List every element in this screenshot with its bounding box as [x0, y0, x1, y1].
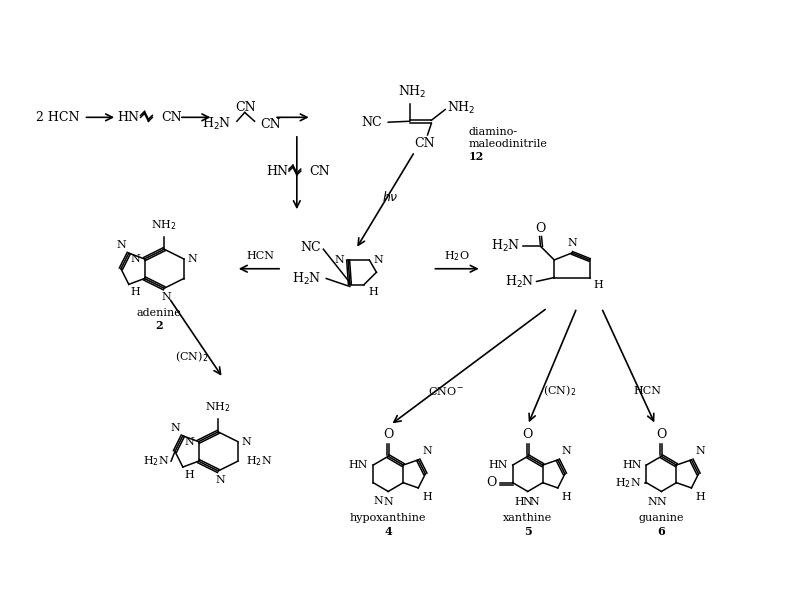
Text: 4: 4 [384, 526, 392, 536]
Text: HN: HN [266, 164, 288, 178]
Text: NH$_2$: NH$_2$ [398, 83, 426, 100]
Text: N: N [648, 497, 658, 508]
Text: HN: HN [488, 460, 508, 470]
Text: HN: HN [118, 111, 140, 124]
Text: H: H [130, 287, 141, 298]
Text: HN: HN [349, 460, 368, 470]
Text: H: H [185, 470, 194, 480]
Text: NH$_2$: NH$_2$ [447, 100, 476, 116]
Text: guanine: guanine [638, 513, 684, 523]
Text: 2 HCN: 2 HCN [36, 111, 80, 124]
Text: H$_2$N: H$_2$N [202, 116, 231, 132]
Text: CNO$^-$: CNO$^-$ [428, 385, 465, 397]
Text: 2: 2 [155, 320, 163, 331]
Text: NH$_2$: NH$_2$ [151, 218, 177, 232]
Text: N: N [422, 446, 432, 456]
Text: diamino-: diamino- [469, 127, 518, 137]
Text: N: N [530, 497, 539, 508]
Text: maleodinitrile: maleodinitrile [469, 139, 548, 149]
Text: HN: HN [622, 460, 642, 470]
Text: N: N [567, 238, 577, 248]
Text: (CN)$_2$: (CN)$_2$ [175, 349, 208, 364]
Text: N: N [695, 446, 705, 456]
Text: H: H [514, 497, 524, 508]
Text: N: N [383, 497, 393, 508]
Text: N: N [188, 254, 198, 264]
Text: H: H [422, 492, 432, 502]
Text: N: N [162, 292, 171, 302]
Text: N: N [334, 255, 344, 265]
Text: H: H [695, 492, 705, 502]
Text: CN: CN [310, 164, 330, 178]
Text: 5: 5 [524, 526, 532, 536]
Text: N: N [170, 423, 180, 433]
Text: NC: NC [362, 116, 382, 129]
Text: H$_2$N: H$_2$N [142, 454, 169, 468]
Text: HCN: HCN [634, 386, 662, 396]
Text: H$_2$N: H$_2$N [246, 454, 272, 468]
Text: N: N [215, 475, 225, 485]
Text: N: N [116, 240, 126, 250]
Text: NH$_2$: NH$_2$ [206, 400, 231, 414]
Text: H: H [594, 280, 603, 290]
Text: N: N [657, 497, 666, 508]
Text: H$_2$N: H$_2$N [491, 238, 521, 254]
Text: N: N [242, 437, 251, 446]
Text: CN: CN [162, 111, 182, 124]
Text: O: O [656, 428, 666, 440]
Text: N: N [131, 254, 141, 264]
Text: (CN)$_2$: (CN)$_2$ [542, 383, 576, 398]
Text: NC: NC [301, 241, 322, 254]
Text: H$_2$N: H$_2$N [292, 271, 322, 287]
Text: 12: 12 [469, 151, 484, 162]
Text: N: N [374, 255, 383, 265]
Text: H: H [562, 492, 571, 502]
Text: N: N [374, 496, 383, 506]
Text: adenine: adenine [137, 308, 182, 318]
Text: H$_2$N: H$_2$N [505, 274, 534, 290]
Text: 6: 6 [658, 526, 666, 536]
Text: H$_2$O: H$_2$O [444, 249, 470, 263]
Text: H: H [368, 287, 378, 296]
Text: HCN: HCN [246, 251, 274, 261]
Text: CN: CN [235, 101, 256, 114]
Text: CN: CN [261, 118, 281, 131]
Text: N: N [185, 437, 194, 446]
Text: O: O [383, 428, 394, 440]
Text: hypoxanthine: hypoxanthine [350, 513, 426, 523]
Text: N: N [562, 446, 571, 456]
Text: CN: CN [414, 137, 435, 150]
Text: xanthine: xanthine [503, 513, 552, 523]
Text: H$_2$N: H$_2$N [615, 476, 642, 490]
Text: O: O [486, 476, 497, 489]
Text: N: N [523, 497, 533, 508]
Text: O: O [522, 428, 533, 440]
Text: $h\nu$: $h\nu$ [382, 190, 398, 205]
Text: O: O [535, 221, 546, 235]
